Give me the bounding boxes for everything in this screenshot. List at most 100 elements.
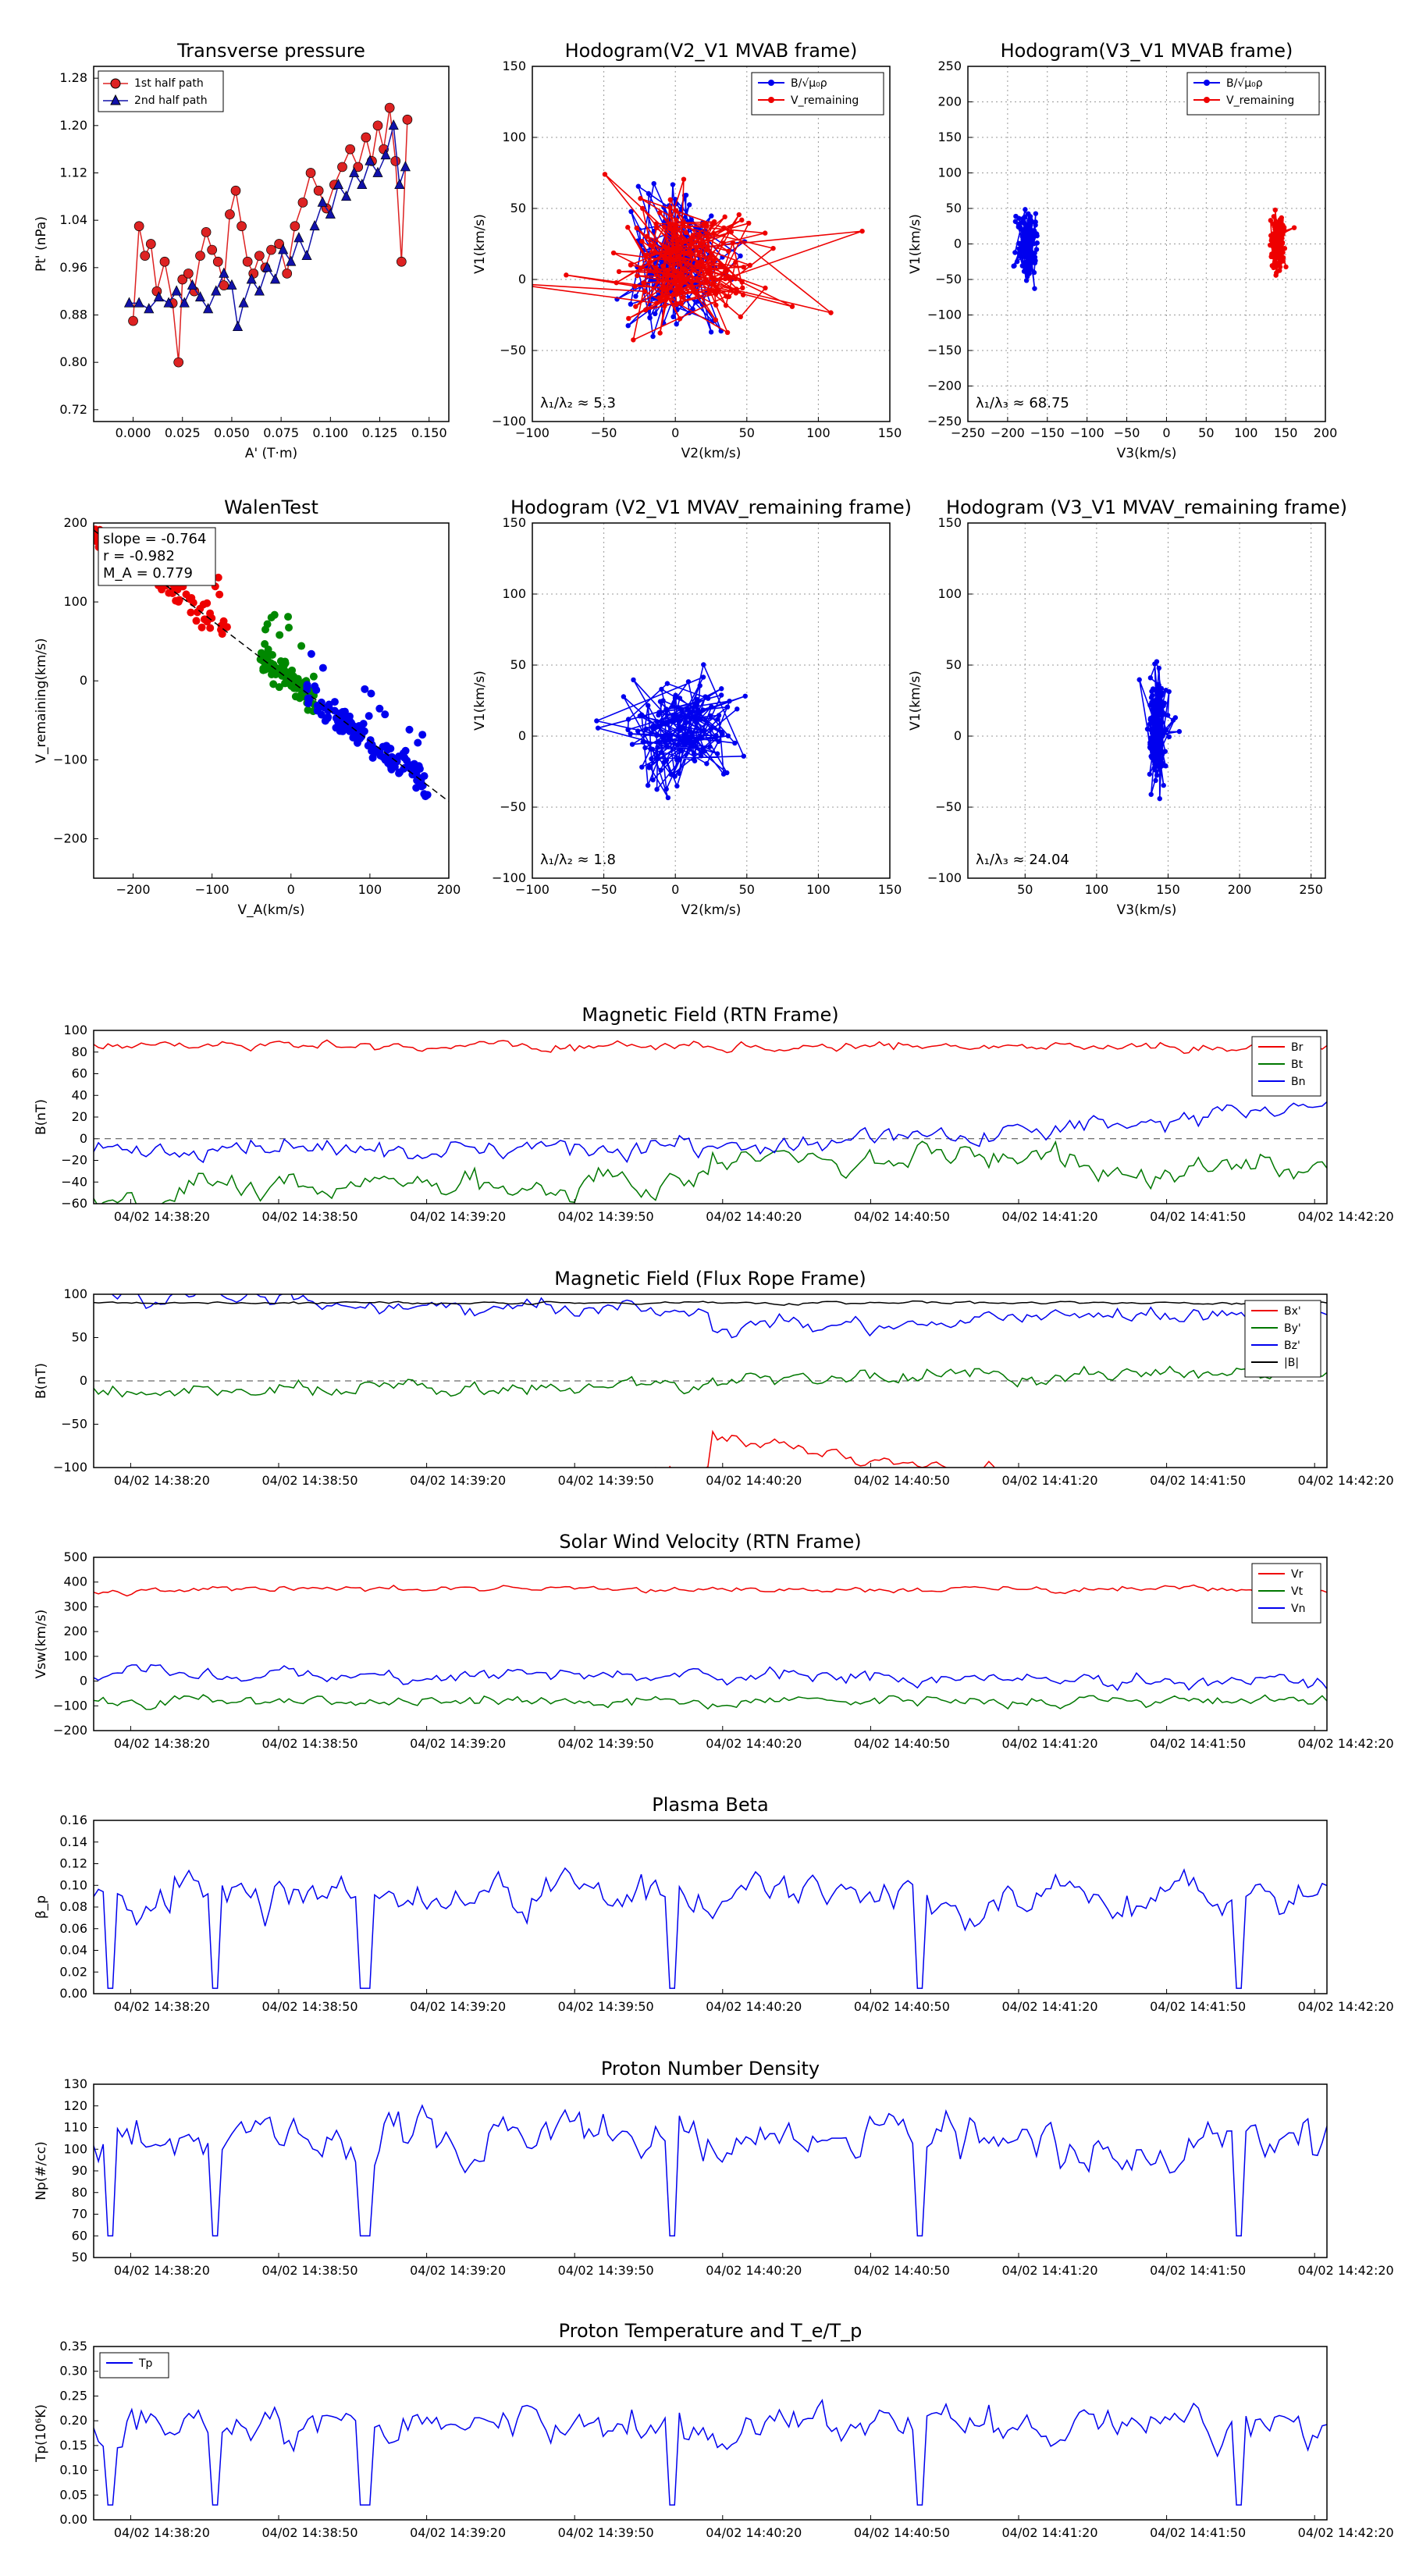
data-point <box>673 233 678 239</box>
x-tick-label: 04/02 14:41:20 <box>1001 2263 1097 2278</box>
data-point <box>672 696 678 701</box>
data-point <box>301 249 312 261</box>
data-point <box>683 229 688 236</box>
data-point <box>685 679 692 685</box>
data-point <box>711 230 717 237</box>
data-point <box>658 767 663 773</box>
data-point <box>1025 272 1031 277</box>
data-point <box>183 269 194 279</box>
legend: Bx' By' Bz' |B| <box>1244 1300 1321 1378</box>
data-point <box>1271 214 1277 219</box>
y-tick-label: 0 <box>518 272 526 286</box>
data-point <box>730 240 736 246</box>
data-point <box>1282 245 1288 251</box>
data-point <box>1170 717 1176 723</box>
y-tick-label: 0 <box>954 237 962 251</box>
chart-ts4: Plasma Beta 0.00 0.02 0.04 0.06 0.08 0.10 0.12 0… <box>34 1794 1394 2014</box>
data-point <box>361 685 369 693</box>
data-point <box>670 703 676 710</box>
data-point <box>653 265 659 271</box>
data-point <box>159 256 170 267</box>
data-point <box>681 731 687 737</box>
data-point <box>347 719 356 728</box>
data-point <box>1163 727 1169 733</box>
data-point <box>1163 763 1168 769</box>
y-tick-label: 150 <box>502 59 526 73</box>
axes-frame <box>93 2083 1328 2258</box>
data-point <box>1033 219 1038 225</box>
data-point <box>317 710 325 719</box>
y-axis-label: B(nT) <box>34 1099 49 1135</box>
data-point <box>652 249 657 255</box>
data-point <box>173 357 184 368</box>
y-tick-label: 250 <box>937 59 962 73</box>
data-point <box>1012 263 1017 269</box>
data-point <box>1153 705 1158 710</box>
x-tick-label: 04/02 14:39:20 <box>410 2263 506 2278</box>
x-tick-label: 04/02 14:38:20 <box>114 2263 210 2278</box>
data-point <box>194 290 206 302</box>
data-point <box>663 706 669 712</box>
legend-label: Tp <box>138 2357 153 2370</box>
data-point <box>324 713 333 721</box>
legend-marker <box>110 78 121 89</box>
x-tick-label: 150 <box>1274 425 1298 440</box>
data-point <box>1277 260 1282 266</box>
y-tick-label: 0.20 <box>59 2413 87 2428</box>
data-point <box>724 704 731 710</box>
x-tick-label: 04/02 14:40:50 <box>854 2263 950 2278</box>
data-point <box>418 731 427 739</box>
y-tick-label: −100 <box>927 870 962 885</box>
data-point <box>648 746 653 752</box>
data-point <box>1017 221 1023 226</box>
data-point <box>670 222 675 227</box>
data-point <box>313 185 324 196</box>
data-point <box>629 742 635 747</box>
data-point <box>656 712 661 718</box>
data-point <box>1155 694 1161 700</box>
y-tick-label: 0.02 <box>59 1964 87 1979</box>
data-point <box>1150 692 1155 699</box>
y-tick-label: −100 <box>53 1460 87 1475</box>
data-point <box>1272 224 1277 229</box>
x-tick-label: 04/02 14:39:20 <box>410 1209 506 1224</box>
data-point <box>365 155 375 165</box>
x-tick-label: 0.050 <box>214 425 250 440</box>
annotation: λ₁/λ₂ ≈ 5.3 <box>540 395 616 411</box>
data-point <box>1148 735 1154 741</box>
data-point <box>237 221 247 232</box>
plot-area <box>94 2104 1327 2236</box>
data-point <box>1176 728 1183 735</box>
data-point <box>828 310 834 315</box>
data-point <box>1154 772 1160 778</box>
data-point <box>390 155 401 166</box>
data-point <box>144 303 155 314</box>
data-point <box>726 275 732 281</box>
data-point <box>238 297 249 308</box>
y-tick-label: 200 <box>937 94 962 109</box>
series-line <box>94 1101 1327 1164</box>
data-point <box>1147 740 1153 745</box>
x-tick-label: 0.125 <box>362 425 398 440</box>
y-tick-label: −100 <box>927 308 962 322</box>
data-point <box>340 190 352 201</box>
y-tick-label: −60 <box>61 1196 87 1211</box>
x-tick-label: 0.075 <box>263 425 299 440</box>
y-tick-label: 0 <box>80 673 87 688</box>
data-point <box>394 178 405 190</box>
legend-box <box>1244 1300 1321 1378</box>
data-point <box>657 297 663 303</box>
chart-title: Hodogram(V2_V1 MVAB frame) <box>565 40 858 62</box>
data-point <box>653 301 660 306</box>
x-tick-label: 04/02 14:40:20 <box>706 1473 802 1488</box>
data-point <box>657 724 663 730</box>
data-point <box>708 329 714 335</box>
data-point <box>651 180 656 187</box>
data-point <box>707 744 713 749</box>
data-point <box>739 279 745 285</box>
data-point <box>710 221 715 227</box>
data-point <box>671 718 677 724</box>
data-point <box>638 265 644 271</box>
data-point <box>713 302 719 308</box>
data-point <box>1279 256 1284 262</box>
